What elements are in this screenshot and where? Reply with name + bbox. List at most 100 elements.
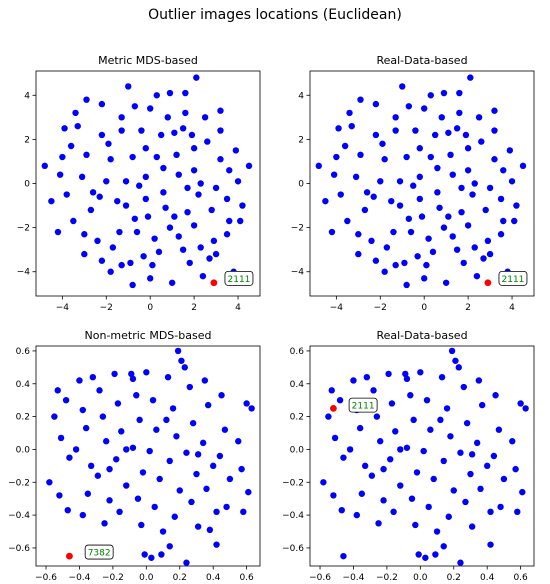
x-tick-label: 2 — [465, 303, 471, 313]
scatter-point — [519, 488, 526, 496]
scatter-point — [197, 244, 204, 251]
scatter-point — [492, 392, 499, 399]
scatter-point — [199, 272, 207, 280]
scatter-point — [223, 231, 231, 238]
y-tick-label: −2 — [291, 224, 304, 234]
subplot-3: Non-metric MDS-based −0.6 −0.4 −0.2 0.0 0.2 0.… — [8, 329, 261, 583]
scatter-point — [166, 543, 173, 550]
scatter-point — [403, 281, 410, 289]
scatter-point — [139, 469, 147, 476]
x-tick-label: −2 — [374, 303, 387, 313]
scatter-point — [182, 89, 189, 97]
scatter-point — [491, 107, 498, 114]
scatter-point — [232, 147, 240, 154]
outlier-label: 2111 — [352, 402, 375, 412]
scatter-point — [106, 497, 113, 504]
outlier-point — [66, 552, 73, 560]
scatter-point — [377, 438, 384, 445]
scatter-point — [59, 153, 66, 161]
scatter-point — [468, 451, 476, 458]
scatter-point — [94, 237, 101, 245]
scatter-point — [372, 131, 380, 139]
scatter-point — [418, 213, 426, 220]
scatter-point — [81, 250, 88, 258]
scatter-point — [469, 191, 476, 198]
scatter-point — [346, 446, 354, 453]
scatter-point — [122, 178, 130, 185]
scatter-point — [149, 261, 156, 269]
scatter-point — [186, 383, 193, 391]
scatter-point — [136, 416, 143, 424]
scatter-point — [116, 508, 123, 516]
scatter-point — [396, 202, 404, 209]
scatter-point — [101, 520, 108, 527]
scatter-point — [462, 131, 470, 139]
y-tick-label: 0 — [24, 180, 30, 190]
scatter-point — [84, 490, 92, 497]
axes-frame — [309, 345, 535, 567]
scatter-point — [171, 213, 178, 220]
y-tick-label: 0.4 — [16, 380, 31, 390]
scatter-point — [239, 202, 246, 209]
scatter-point — [217, 156, 224, 163]
scatter-point — [381, 156, 388, 163]
scatter-point — [98, 131, 106, 139]
scatter-point — [125, 83, 132, 90]
scatter-point — [336, 396, 344, 404]
x-tick-label: −0.6 — [309, 573, 331, 583]
scatter-point — [457, 449, 464, 456]
scatter-point — [373, 413, 381, 420]
scatter-point — [149, 396, 157, 404]
scatter-point — [67, 142, 75, 150]
scatter-point — [417, 369, 424, 376]
x-tick-label: 0 — [147, 303, 153, 313]
scatter-point — [410, 182, 417, 189]
scatter-point — [517, 400, 524, 407]
scatter-point — [140, 253, 147, 260]
scatter-point — [131, 103, 139, 110]
scatter-point — [171, 129, 178, 136]
scatter-point — [159, 528, 167, 535]
y-tick-label: 0 — [298, 180, 304, 190]
scatter-point — [447, 433, 454, 440]
y-tick-label: 0.4 — [290, 380, 305, 390]
scatter-point — [70, 217, 77, 225]
x-tick-label: 0.4 — [480, 573, 495, 583]
scatter-point — [72, 109, 79, 117]
y-tick-label: −0.2 — [282, 478, 304, 488]
scatter-point — [138, 521, 145, 529]
scatter-point — [235, 438, 242, 445]
scatter-point — [522, 405, 529, 412]
scatter-point — [156, 475, 163, 483]
scatter-point — [201, 114, 209, 121]
scatter-point — [193, 470, 200, 478]
scatter-point — [188, 498, 195, 506]
scatter-point — [209, 462, 217, 470]
scatter-point — [206, 526, 214, 534]
scatter-point — [450, 487, 457, 494]
scatter-point — [495, 426, 503, 433]
scatter-point — [388, 197, 395, 205]
scatter-point — [141, 551, 148, 558]
scatter-point — [134, 495, 142, 502]
scatter-point — [186, 259, 193, 267]
scatter-point — [403, 375, 411, 383]
scatter-point — [356, 424, 364, 432]
y-tick-label: 0.6 — [16, 347, 31, 357]
y-tick-label: 0.2 — [16, 413, 30, 423]
scatter-point — [484, 237, 492, 245]
scatter-point — [66, 454, 73, 461]
scatter-point — [129, 444, 137, 451]
scatter-point — [190, 145, 198, 152]
scatter-point — [203, 485, 210, 493]
scatter-point — [445, 513, 452, 520]
x-tick-label: −0.4 — [343, 573, 365, 583]
scatter-point — [355, 231, 362, 238]
scatter-point — [385, 370, 392, 378]
scatter-point — [118, 428, 125, 435]
scatter-point — [79, 511, 87, 519]
scatter-point — [82, 424, 90, 432]
scatter-point — [226, 217, 233, 225]
scatter-point — [464, 145, 472, 152]
scatter-point — [397, 446, 404, 453]
